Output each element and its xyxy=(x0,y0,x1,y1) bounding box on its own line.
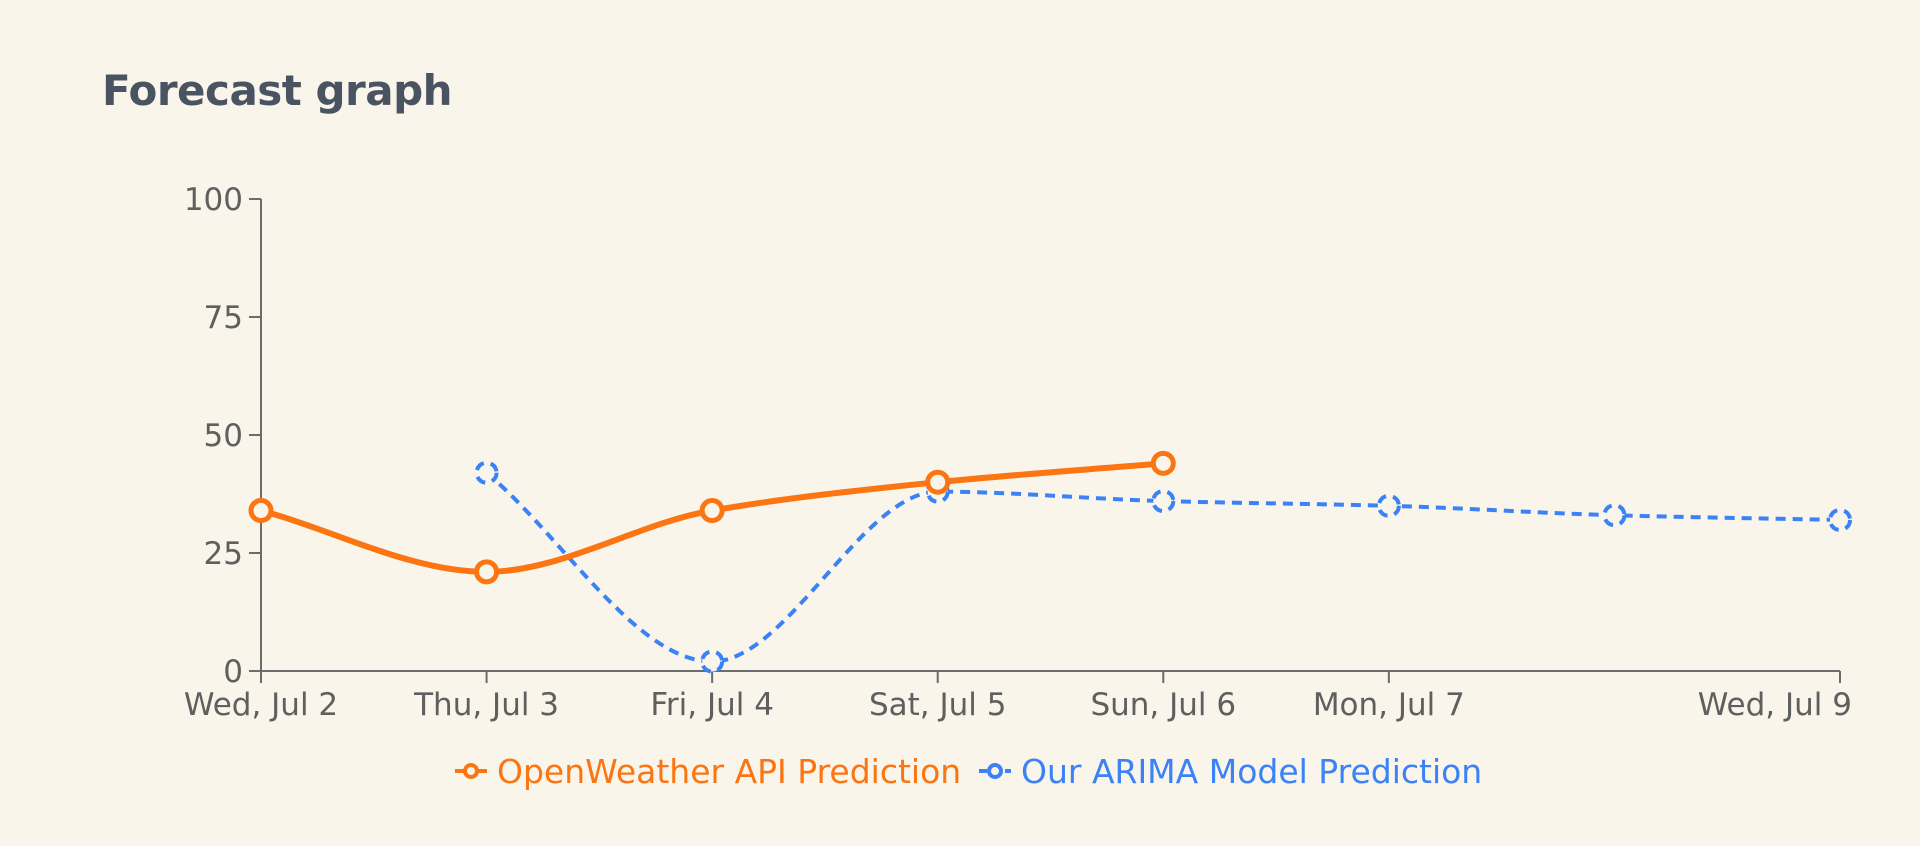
x-tick-label: Wed, Jul 2 xyxy=(184,687,338,723)
data-point xyxy=(1602,503,1627,528)
data-point xyxy=(474,460,499,485)
y-tick-label: 25 xyxy=(204,536,243,572)
y-tick-label: 100 xyxy=(184,182,243,218)
data-point xyxy=(248,498,274,524)
x-tick-label: Fri, Jul 4 xyxy=(650,687,774,723)
page-title: Forecast graph xyxy=(102,66,453,115)
x-tick-label: Wed, Jul 9 xyxy=(1698,687,1852,723)
y-tick-label: 0 xyxy=(223,654,243,690)
data-point xyxy=(1150,450,1176,476)
data-point xyxy=(1376,493,1401,518)
data-point xyxy=(1828,507,1852,532)
legend-marker-icon xyxy=(463,763,479,779)
x-tick-label: Sun, Jul 6 xyxy=(1090,687,1236,723)
x-tick-label: Thu, Jul 3 xyxy=(413,687,559,723)
y-tick-label: 50 xyxy=(204,418,243,454)
x-tick-label: Sat, Jul 5 xyxy=(869,687,1007,723)
x-tick-label: Mon, Jul 7 xyxy=(1313,687,1465,723)
data-point xyxy=(699,498,725,524)
legend-label[interactable]: OpenWeather API Prediction xyxy=(497,752,961,791)
legend-label[interactable]: Our ARIMA Model Prediction xyxy=(1021,752,1482,791)
data-point xyxy=(1151,489,1176,514)
data-point xyxy=(700,649,725,674)
data-point xyxy=(925,469,951,495)
legend-marker-icon xyxy=(987,763,1003,779)
data-point xyxy=(474,559,500,585)
y-tick-label: 75 xyxy=(204,300,243,336)
